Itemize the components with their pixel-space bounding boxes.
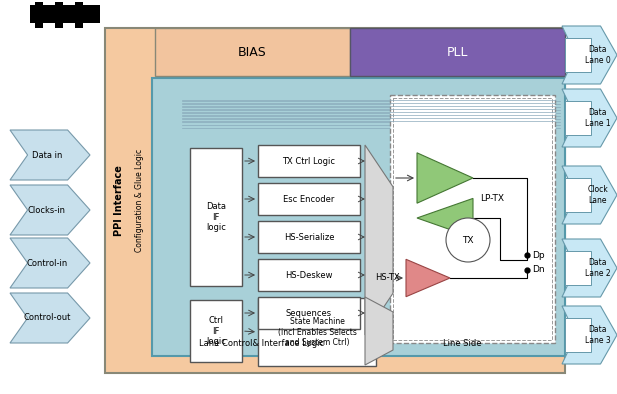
- Bar: [35, 23, 43, 28]
- Text: Control-out: Control-out: [23, 314, 70, 323]
- Bar: [258, 183, 360, 215]
- Bar: [565, 178, 591, 212]
- Polygon shape: [562, 89, 617, 147]
- Bar: [258, 297, 360, 329]
- Polygon shape: [562, 26, 617, 84]
- Polygon shape: [365, 145, 393, 335]
- Text: TX: TX: [462, 236, 474, 245]
- Polygon shape: [562, 239, 617, 297]
- Bar: [190, 300, 242, 362]
- Bar: [190, 148, 242, 286]
- Polygon shape: [562, 306, 617, 364]
- Bar: [105, 28, 565, 373]
- Bar: [258, 298, 376, 366]
- Text: Dp: Dp: [532, 251, 545, 260]
- Bar: [390, 95, 555, 343]
- Text: Data
Lane 1: Data Lane 1: [585, 108, 611, 128]
- Bar: [75, 23, 83, 28]
- Text: Dn: Dn: [532, 266, 545, 275]
- Polygon shape: [562, 166, 617, 224]
- Text: Data
IF
logic: Data IF logic: [206, 202, 226, 232]
- Text: Sequences: Sequences: [286, 309, 332, 318]
- Text: PLL: PLL: [447, 45, 468, 58]
- Polygon shape: [406, 259, 450, 297]
- Bar: [258, 145, 360, 177]
- Text: BIAS: BIAS: [238, 45, 267, 58]
- Polygon shape: [10, 293, 90, 343]
- Polygon shape: [10, 130, 90, 180]
- Bar: [565, 101, 591, 135]
- Polygon shape: [417, 153, 473, 203]
- Text: Data
Lane 0: Data Lane 0: [585, 45, 611, 65]
- Text: Data
Lane 3: Data Lane 3: [585, 325, 611, 345]
- Polygon shape: [10, 238, 90, 288]
- Bar: [565, 38, 591, 72]
- Text: HS-Serialize: HS-Serialize: [284, 232, 334, 242]
- Bar: [55, 23, 63, 28]
- Text: TX Ctrl Logic: TX Ctrl Logic: [283, 156, 336, 165]
- Bar: [155, 28, 350, 76]
- Bar: [152, 78, 565, 356]
- Bar: [35, 2, 43, 7]
- Bar: [258, 221, 360, 253]
- Bar: [565, 318, 591, 352]
- Bar: [393, 98, 552, 340]
- Bar: [55, 2, 63, 7]
- Polygon shape: [365, 297, 393, 365]
- Text: Lane Control& Interface Logic: Lane Control& Interface Logic: [199, 340, 325, 349]
- Text: Clock
Lane: Clock Lane: [587, 185, 608, 205]
- Text: PPI Interface: PPI Interface: [114, 165, 124, 236]
- Text: Configuration & Glue Logic: Configuration & Glue Logic: [136, 149, 144, 252]
- Bar: [565, 251, 591, 285]
- Bar: [350, 28, 565, 76]
- Bar: [75, 2, 83, 7]
- Text: Control-in: Control-in: [26, 258, 67, 268]
- Text: HS-TX: HS-TX: [375, 273, 400, 282]
- Text: Ctrl
IF
logic: Ctrl IF logic: [206, 316, 226, 346]
- Text: Clocks-in: Clocks-in: [28, 206, 66, 214]
- Circle shape: [446, 218, 490, 262]
- Text: LP-TX: LP-TX: [480, 193, 504, 203]
- Text: HS-Deskew: HS-Deskew: [285, 271, 333, 279]
- Polygon shape: [10, 185, 90, 235]
- Text: Data in: Data in: [31, 151, 62, 160]
- Polygon shape: [417, 199, 473, 238]
- Text: Data
Lane 2: Data Lane 2: [585, 258, 611, 278]
- Bar: [258, 259, 360, 291]
- Text: Line Side: Line Side: [443, 340, 481, 349]
- Text: State Machine
(incl Enables Selects
and System Ctrl): State Machine (incl Enables Selects and …: [278, 317, 357, 347]
- Bar: [30, 5, 100, 23]
- Text: Esc Encoder: Esc Encoder: [283, 195, 334, 203]
